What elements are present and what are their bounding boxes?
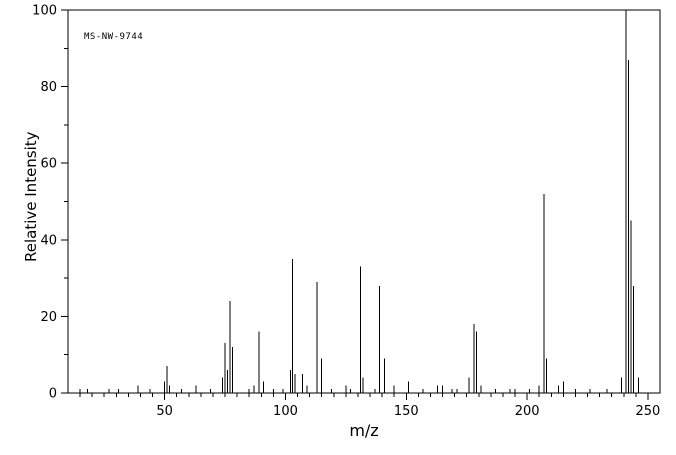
- y-tick-label: 60: [40, 157, 57, 172]
- spectrum-id-label: MS-NW-9744: [84, 32, 144, 42]
- y-axis-label: Relative Intensity: [22, 131, 40, 262]
- x-tick-label: 200: [515, 404, 540, 419]
- plot-frame: [67, 9, 661, 394]
- x-tick-label: 50: [156, 404, 173, 419]
- x-tick-label: 150: [394, 404, 419, 419]
- x-tick-label: 100: [273, 404, 298, 419]
- y-tick-label: 20: [40, 310, 57, 325]
- y-tick-label: 100: [32, 4, 57, 19]
- x-tick-label: 250: [636, 404, 661, 419]
- y-tick-label: 80: [40, 80, 57, 95]
- y-tick-label: 40: [40, 233, 57, 248]
- y-tick-label: 0: [49, 387, 57, 402]
- x-axis-label: m/z: [349, 421, 379, 440]
